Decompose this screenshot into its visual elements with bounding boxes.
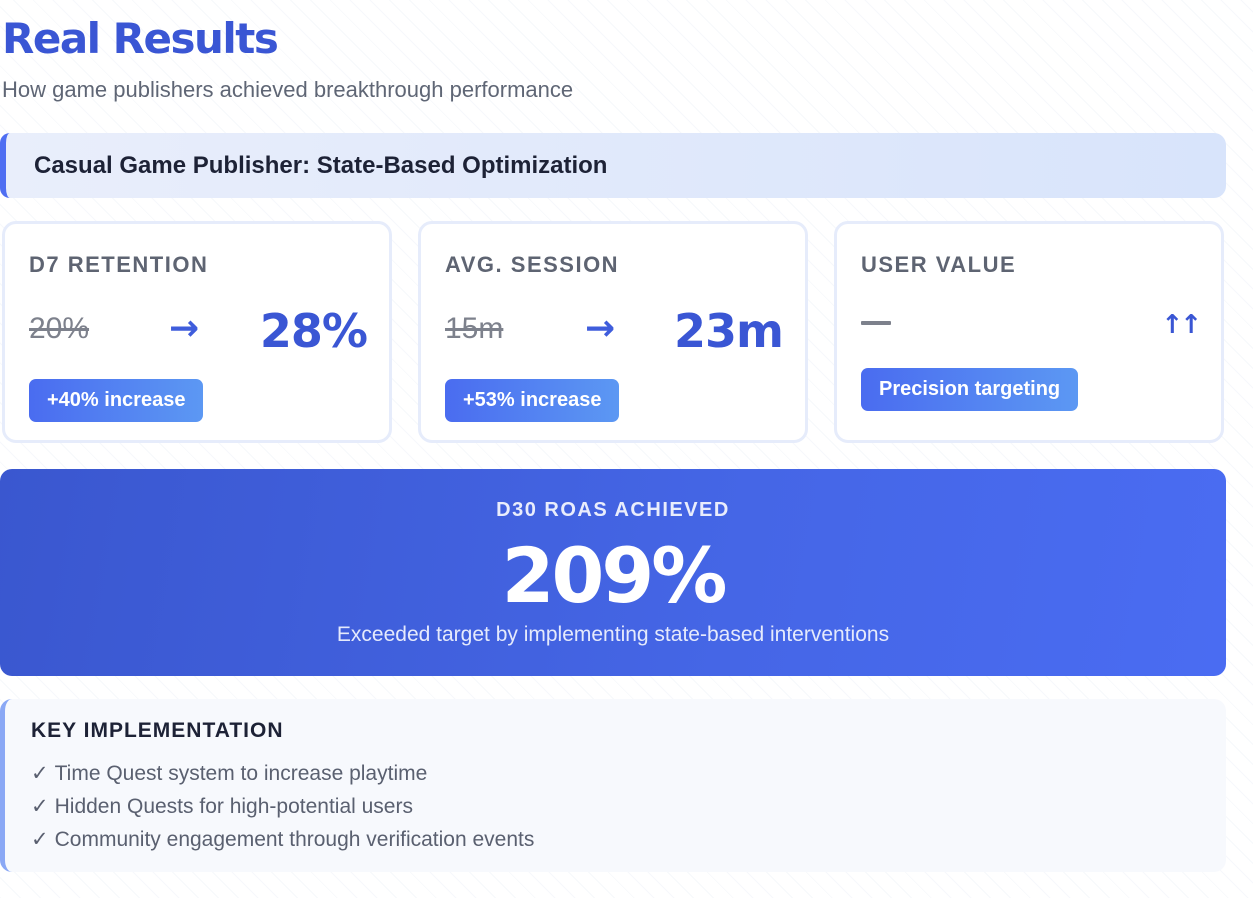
metric-after-value: 23m xyxy=(674,304,784,358)
page-subtitle: How game publishers achieved breakthroug… xyxy=(2,77,574,102)
metric-after-value: 28% xyxy=(259,304,368,358)
metric-card-d7-retention: D7 RETENTION 20% → 28% +40% increase xyxy=(2,221,392,443)
page-title: Real Results xyxy=(2,14,279,63)
list-item-text: Community engagement through verificatio… xyxy=(54,828,535,851)
metric-before-value: 20% xyxy=(29,312,90,345)
metric-card-user-value: USER VALUE ↑↑ Precision targeting xyxy=(834,221,1224,443)
roas-label: D30 ROAS ACHIEVED xyxy=(496,499,730,521)
metric-card-avg-session: AVG. SESSION 15m → 23m +53% increase xyxy=(418,221,808,443)
implementation-list: ✓ Time Quest system to increase playtime … xyxy=(31,760,534,859)
key-implementation-title: KEY IMPLEMENTATION xyxy=(31,719,284,742)
key-implementation-panel: KEY IMPLEMENTATION ✓ Time Quest system to… xyxy=(0,699,1226,872)
metric-before-value: 15m xyxy=(445,312,504,345)
roas-description: Exceeded target by implementing state-ba… xyxy=(336,623,890,646)
list-item-text: Time Quest system to increase playtime xyxy=(54,762,428,785)
check-icon: ✓ xyxy=(31,828,49,851)
list-item: ✓ Time Quest system to increase playtime xyxy=(31,760,534,793)
dash-icon xyxy=(861,321,891,325)
check-icon: ✓ xyxy=(31,762,49,785)
double-up-arrow-icon: ↑↑ xyxy=(1161,310,1202,340)
metric-label: USER VALUE xyxy=(861,252,1017,277)
check-icon: ✓ xyxy=(31,795,49,818)
metric-change-badge: Precision targeting xyxy=(861,368,1079,411)
arrow-right-icon: → xyxy=(585,308,616,349)
list-item: ✓ Community engagement through verificati… xyxy=(31,826,534,859)
metric-change-badge: +53% increase xyxy=(445,379,620,422)
metric-change-badge: +40% increase xyxy=(29,379,204,422)
arrow-right-icon: → xyxy=(169,308,200,349)
case-study-title: Casual Game Publisher: State-Based Optim… xyxy=(34,151,608,179)
case-study-header: Casual Game Publisher: State-Based Optim… xyxy=(0,133,1226,198)
metric-label: D7 RETENTION xyxy=(29,252,209,277)
roas-banner: D30 ROAS ACHIEVED 209% Exceeded target b… xyxy=(0,469,1226,676)
list-item: ✓ Hidden Quests for high-potential users xyxy=(31,793,534,826)
roas-value: 209% xyxy=(501,531,728,620)
list-item-text: Hidden Quests for high-potential users xyxy=(54,795,413,818)
metric-label: AVG. SESSION xyxy=(445,252,620,277)
